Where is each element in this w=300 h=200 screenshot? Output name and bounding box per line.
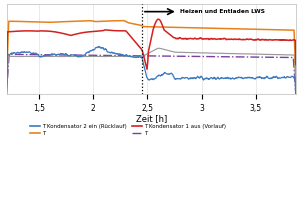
Text: Heizen und Entladen LWS: Heizen und Entladen LWS [180, 9, 265, 14]
X-axis label: Zeit [h]: Zeit [h] [136, 114, 167, 123]
Legend: T Kondensator 2 ein (Rücklauf), T, T Kondensator 1 aus (Vorlauf), T: T Kondensator 2 ein (Rücklauf), T, T Kon… [28, 122, 228, 138]
